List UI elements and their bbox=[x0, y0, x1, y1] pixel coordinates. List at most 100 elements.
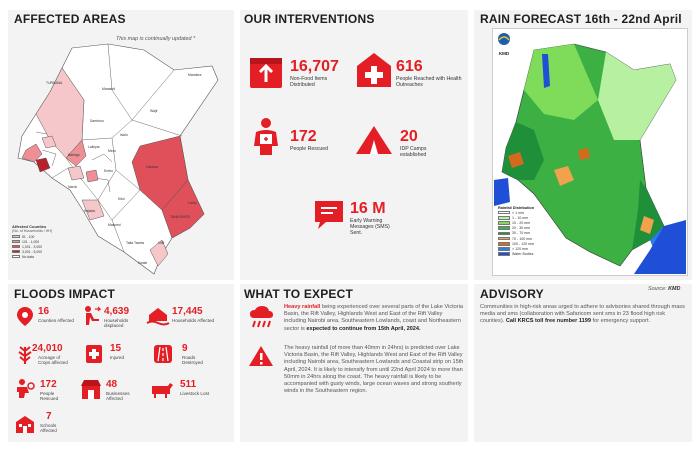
impact-label-rescued: People Rescued bbox=[40, 391, 59, 402]
source-label: Source: bbox=[648, 286, 667, 292]
label-embu: Embu bbox=[104, 169, 113, 173]
label-garissa: Garissa bbox=[146, 165, 158, 169]
advisory-panel bbox=[474, 284, 692, 442]
interventions-title: OUR INTERVENTIONS bbox=[244, 12, 375, 26]
affected-legend-label: 101 - 1,000 bbox=[22, 239, 40, 244]
rainfall-map bbox=[494, 43, 686, 274]
business-icon bbox=[80, 378, 102, 405]
affected-legend-row: No data bbox=[12, 254, 72, 259]
advisory-text: Communities in high-risk areas urged to … bbox=[480, 304, 686, 326]
lake-turkana bbox=[542, 54, 550, 88]
county-west-1 bbox=[21, 143, 43, 163]
legend-subtitle: (No. of Households / HH) bbox=[12, 229, 53, 233]
rain-legend-row: Water Bodies bbox=[498, 252, 550, 257]
rain-legend-row: 1 - 10 mm bbox=[498, 215, 550, 220]
label-tana-river: TANA RIVER bbox=[170, 215, 190, 219]
rainfall-medium-n bbox=[524, 44, 598, 120]
rainfall-coast-heavy bbox=[632, 180, 664, 250]
crops-icon bbox=[14, 343, 36, 370]
rainfall-orange-central2 bbox=[578, 148, 590, 160]
impact-value-counties: 16 bbox=[38, 306, 50, 317]
rain-legend-row: 70 - 100 mm bbox=[498, 236, 550, 241]
label-samburu: Samburu bbox=[90, 119, 104, 123]
rain-forecast-title: RAIN FORECAST 16th - 22nd April bbox=[480, 12, 682, 26]
what-to-expect-title: WHAT TO EXPECT bbox=[244, 287, 354, 301]
label-turkana: TURKANA bbox=[46, 81, 63, 85]
injured-icon bbox=[84, 343, 104, 370]
impact-label-households: Households Affected bbox=[172, 318, 215, 323]
rain-legend-label: > 120 mm bbox=[512, 246, 529, 251]
legend-title: Affected Counties bbox=[12, 224, 47, 229]
county-turkana bbox=[35, 67, 85, 159]
intervention-value-rescued: 172 bbox=[290, 128, 317, 145]
label-marsabit: Marsabit bbox=[102, 87, 115, 91]
label-baringo: Baringo bbox=[68, 153, 80, 157]
intervention-value-health: 616 bbox=[396, 58, 423, 75]
label-kajiado: Kajiado bbox=[84, 209, 95, 213]
county-tana-river bbox=[161, 179, 205, 239]
impact-label-livestock: Livestock Lost bbox=[180, 391, 210, 396]
affected-legend-row: 101 - 1,000 bbox=[12, 239, 72, 244]
displaced-icon bbox=[80, 305, 102, 332]
advisory-tail: for emergency support. bbox=[591, 318, 651, 325]
tent-icon bbox=[352, 122, 396, 161]
expect-paragraph-2: The heavy rainfall (of more than 40mm in… bbox=[284, 345, 464, 395]
impact-label-injured: Injured bbox=[110, 355, 125, 360]
rain-legend-row: 100 - 120 mm bbox=[498, 241, 550, 246]
rain-legend-label: 30 - 70 mm bbox=[512, 231, 531, 236]
label-meru: Meru bbox=[108, 149, 116, 153]
impact-label-displaced: Households displaced bbox=[104, 318, 129, 329]
affected-legend-swatch bbox=[12, 244, 20, 249]
rainfall-legend-title: Rainfall Distribution bbox=[498, 206, 535, 210]
label-wajir: Wajir bbox=[150, 109, 158, 113]
rain-legend-label: < 1 mm bbox=[512, 210, 525, 215]
label-kwale: Kwale bbox=[138, 261, 147, 265]
affected-legend-row: 1,001 - 3,000 bbox=[12, 244, 72, 249]
interventions-panel bbox=[240, 10, 468, 280]
rain-legend-row: < 1 mm bbox=[498, 210, 550, 215]
expect-p1-bold: expected to continue from 15th April, 20… bbox=[306, 325, 421, 332]
rain-legend-label: 100 - 120 mm bbox=[512, 241, 535, 246]
rain-legend-swatch bbox=[498, 252, 510, 256]
label-mandera: Mandera bbox=[188, 73, 201, 77]
rain-legend-row: > 120 mm bbox=[498, 246, 550, 251]
impact-label-crops: Acreage of Crops affected bbox=[38, 355, 68, 366]
box-icon bbox=[246, 52, 286, 97]
kmd-logo-text: KMD bbox=[498, 51, 510, 56]
warning-icon bbox=[248, 344, 274, 373]
intervention-label-idp: IDP Camps established bbox=[400, 146, 427, 158]
county-kajiado bbox=[81, 199, 105, 221]
label-laikipia: Laikipia bbox=[88, 145, 100, 149]
impact-label-schools: Schools Affected bbox=[40, 423, 57, 434]
impact-value-roads: 9 bbox=[182, 343, 188, 354]
affected-legend-row: 3,001 - 5,000 bbox=[12, 249, 72, 254]
county-coast bbox=[149, 239, 169, 267]
label-kitui: Kitui bbox=[118, 197, 125, 201]
floods-impact-panel bbox=[8, 284, 234, 442]
heavy-rain-icon bbox=[248, 304, 274, 335]
road-icon bbox=[152, 343, 174, 370]
label-narok: Narok bbox=[68, 185, 77, 189]
impact-label-roads: Roads Destroyed bbox=[182, 355, 203, 366]
kmd-logo: KMD bbox=[495, 32, 513, 56]
floods-impact-title: FLOODS IMPACT bbox=[14, 287, 116, 301]
livestock-icon bbox=[148, 378, 174, 405]
affected-legend-swatch bbox=[12, 234, 20, 239]
impact-value-livestock: 511 bbox=[180, 379, 197, 390]
affected-legend-label: 51 - 100 bbox=[22, 234, 35, 239]
rain-legend-swatch bbox=[498, 236, 510, 241]
rain-legend-swatch bbox=[498, 226, 510, 230]
impact-value-crops: 24,010 bbox=[32, 343, 63, 354]
rainfall-orange-central bbox=[554, 166, 574, 186]
label-kilifi: Kilifi bbox=[158, 241, 164, 245]
intervention-value-idp: 20 bbox=[400, 128, 418, 145]
county-baringo bbox=[65, 139, 87, 167]
impact-label-business: Businesses Affected bbox=[106, 391, 130, 402]
affected-legend-row: 51 - 100 bbox=[12, 234, 72, 239]
medical-cross-icon bbox=[354, 50, 394, 95]
pin-icon bbox=[14, 305, 36, 332]
advisory-body: Communities in high-risk areas urged to … bbox=[480, 304, 685, 325]
rain-legend-swatch bbox=[498, 215, 510, 220]
rain-legend-swatch bbox=[498, 221, 510, 225]
rescue-icon bbox=[14, 378, 36, 405]
